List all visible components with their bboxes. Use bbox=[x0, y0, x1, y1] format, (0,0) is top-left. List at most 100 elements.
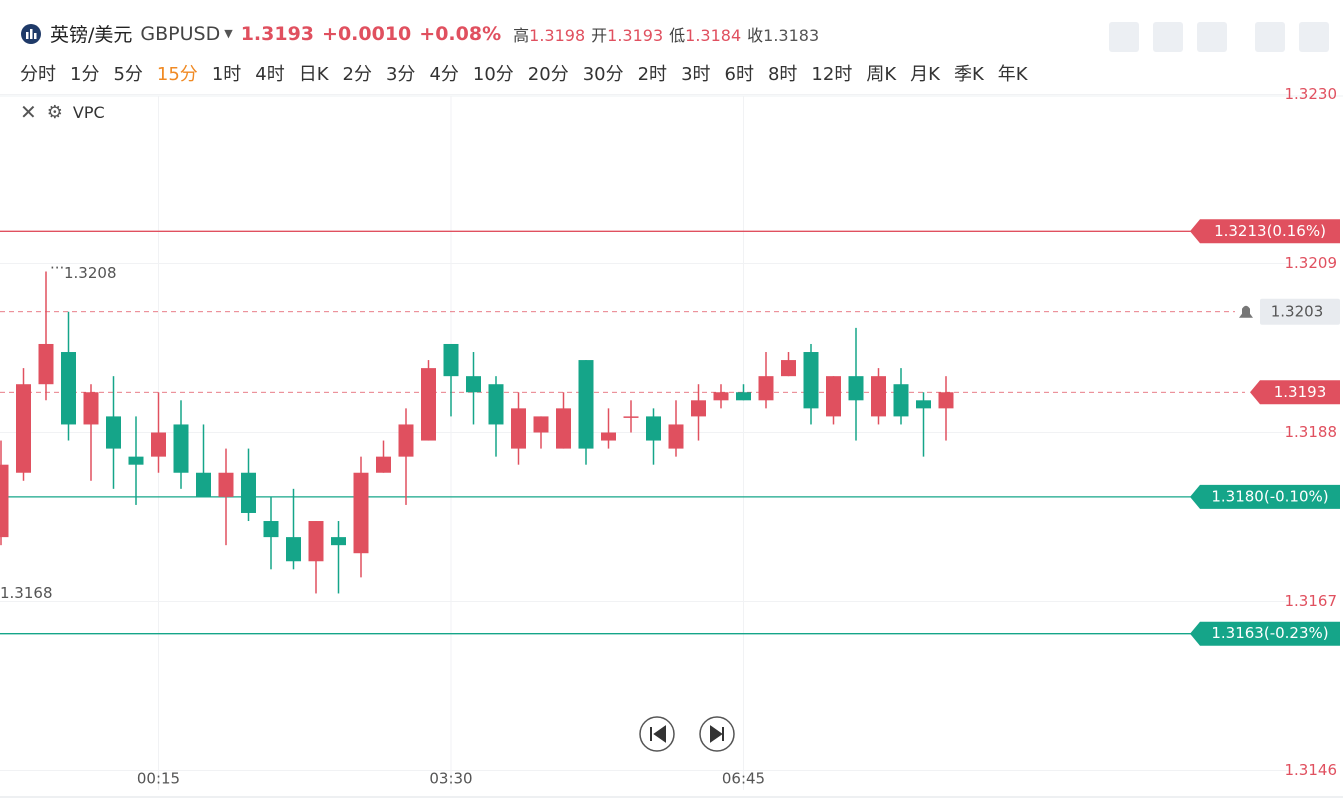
dropdown-arrow[interactable]: ▼ bbox=[224, 27, 233, 40]
candle-body bbox=[151, 432, 166, 457]
candle-body bbox=[691, 400, 706, 417]
x-tick-label: 00:15 bbox=[137, 770, 180, 788]
timeframe-tab[interactable]: 4分 bbox=[429, 64, 459, 85]
timeframe-tab[interactable]: 日K bbox=[298, 64, 329, 85]
timeframe-tab[interactable]: 季K bbox=[953, 64, 984, 85]
timeframe-tab[interactable]: 4时 bbox=[255, 64, 285, 85]
timeframe-tab[interactable]: 5分 bbox=[113, 64, 143, 85]
timeframe-tabs: 分时 1分 5分 15分 1时 4时 日K 2分 3分 4分 10分 20分 30分 2时 3时 6时 8时 12… bbox=[20, 60, 1028, 86]
candle-body bbox=[398, 424, 414, 457]
x-tick-label: 06:45 bbox=[722, 770, 765, 788]
timeframe-tab[interactable]: 年K bbox=[997, 64, 1028, 85]
candle-body bbox=[668, 424, 684, 449]
timeframe-tab[interactable]: 2分 bbox=[342, 64, 372, 85]
symbol-name: 英镑/美元 bbox=[50, 24, 133, 46]
candle-body bbox=[578, 360, 594, 449]
timeframe-tab[interactable]: 3分 bbox=[385, 64, 416, 85]
candle-body bbox=[713, 392, 729, 401]
candle-body bbox=[106, 416, 121, 449]
timeframe-tab[interactable]: 10分 bbox=[472, 64, 514, 85]
timeframe-tab[interactable]: 2时 bbox=[637, 64, 668, 85]
indicator: ✕ ⚙ VPC bbox=[20, 100, 105, 124]
ohlc-label: 开 bbox=[591, 25, 608, 45]
candle-body bbox=[938, 392, 954, 409]
candle-body bbox=[533, 416, 549, 433]
settings-indicator[interactable]: ⚙ bbox=[46, 101, 63, 123]
candle-body bbox=[173, 424, 189, 473]
timeframe-tab[interactable]: 月K bbox=[910, 64, 940, 85]
candle-body bbox=[556, 408, 571, 449]
alert-tag bbox=[1260, 298, 1340, 325]
candle-body bbox=[38, 343, 54, 385]
candle-body bbox=[781, 360, 796, 377]
ohlc-value: 1.3193 bbox=[607, 25, 664, 45]
high-dots: ··· bbox=[50, 259, 64, 277]
price-line-tag bbox=[1190, 621, 1340, 646]
y-tick-label: 1.3209 bbox=[1285, 254, 1338, 272]
candle-body bbox=[443, 343, 459, 377]
candle-body bbox=[646, 416, 661, 441]
nav-icon bbox=[710, 725, 724, 743]
ohlc-value: 1.3184 bbox=[685, 25, 742, 45]
low-annotation: 1.3168 bbox=[0, 584, 53, 602]
candle-body bbox=[308, 521, 324, 562]
symbol-code[interactable]: GBPUSD bbox=[140, 22, 221, 45]
candle-body bbox=[488, 384, 504, 425]
candle-body bbox=[466, 376, 481, 393]
price-line-label: 1.3163(-0.23%) bbox=[1211, 624, 1328, 642]
current-price-tag bbox=[1250, 380, 1340, 405]
candle-body bbox=[16, 384, 31, 473]
candle-body bbox=[128, 456, 144, 465]
candle-body bbox=[376, 456, 391, 473]
price-line-tag bbox=[1190, 484, 1340, 509]
price: 1.3193 bbox=[240, 22, 315, 45]
candle-body bbox=[421, 368, 436, 441]
timeframe-tab[interactable]: 分时 bbox=[20, 64, 56, 85]
timeframe-tab[interactable]: 周K bbox=[866, 64, 897, 85]
x-tick-label: 03:30 bbox=[429, 770, 472, 788]
ohlc-label: 低 bbox=[669, 25, 686, 45]
timeframe-tab[interactable]: 12时 bbox=[811, 64, 853, 85]
y-tick-label: 1.3146 bbox=[1285, 761, 1338, 779]
timeframe-tab[interactable]: 15分 bbox=[156, 64, 198, 85]
ohlc: 高1.3198 开1.3193 低1.3184 收1.3183 bbox=[513, 22, 819, 46]
ohlc-value: 1.3183 bbox=[763, 25, 820, 45]
price-line-tag bbox=[1190, 219, 1340, 244]
tool-close[interactable] bbox=[1299, 22, 1329, 52]
ohlc-item: 收1.3183 bbox=[747, 22, 819, 46]
timeframe-tab[interactable]: 20分 bbox=[527, 64, 569, 85]
tool-line[interactable] bbox=[1109, 22, 1139, 52]
indicator-name: VPC bbox=[72, 102, 105, 122]
timeframe-tab[interactable]: 30分 bbox=[582, 64, 624, 85]
tool-draw[interactable] bbox=[1153, 22, 1183, 52]
candle-body bbox=[601, 432, 616, 441]
timeframe-tab[interactable]: 1时 bbox=[211, 64, 242, 85]
close-indicator[interactable]: ✕ bbox=[20, 100, 37, 124]
change: +0.0010 bbox=[322, 22, 412, 45]
tool-candle[interactable] bbox=[1197, 22, 1227, 52]
ohlc-label: 高 bbox=[513, 25, 530, 45]
timeframe-tab[interactable]: 1分 bbox=[70, 64, 100, 85]
ohlc-item: 开1.3193 bbox=[591, 22, 663, 46]
candle-body bbox=[286, 537, 301, 562]
y-tick-label: 1.3167 bbox=[1285, 592, 1338, 610]
y-tick-label: 1.3188 bbox=[1285, 423, 1338, 441]
candle-body bbox=[848, 376, 864, 401]
candle-body bbox=[241, 472, 256, 513]
timeframe-tab[interactable]: 3时 bbox=[681, 64, 711, 85]
candle-body bbox=[83, 392, 99, 425]
timeframe-tab[interactable]: 8时 bbox=[767, 64, 798, 85]
toolbar bbox=[1109, 22, 1329, 52]
nav-icon bbox=[650, 725, 666, 743]
tool-fullscreen[interactable] bbox=[1255, 22, 1285, 52]
candle-body bbox=[803, 352, 819, 409]
candle-body bbox=[758, 376, 774, 401]
candle-body bbox=[736, 392, 751, 401]
candle-body bbox=[623, 416, 639, 418]
ohlc-label: 收 bbox=[747, 25, 764, 45]
candle-body bbox=[331, 537, 346, 546]
change-pct: +0.08% bbox=[419, 22, 502, 45]
timeframe-tab[interactable]: 6时 bbox=[724, 64, 754, 85]
